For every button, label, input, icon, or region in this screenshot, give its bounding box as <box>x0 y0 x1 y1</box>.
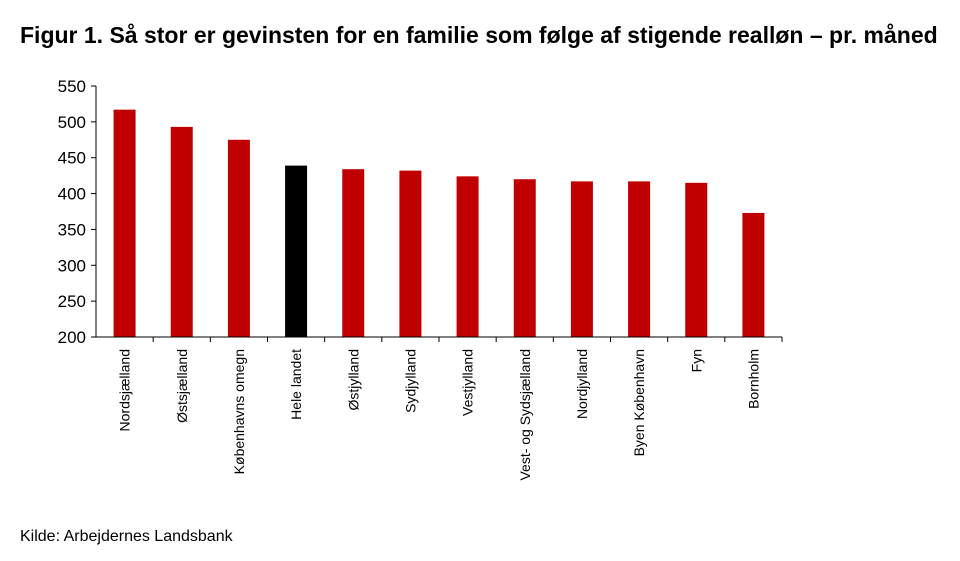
x-tick-label: Vestjylland <box>460 349 476 416</box>
source-note: Kilde: Arbejdernes Landsbank <box>20 528 233 545</box>
bar-bornholm <box>742 212 765 337</box>
bar-vest-og-sydsjælland <box>513 179 536 337</box>
y-axis-ticks: 200 250 300 350 400 450 500 550 <box>58 77 96 347</box>
x-tick-label: Bornholm <box>745 349 761 409</box>
x-tick-label: Østjylland <box>345 349 361 410</box>
y-tick-label: 350 <box>58 220 86 239</box>
bar-fyn <box>685 182 708 337</box>
y-tick-label: 450 <box>58 149 86 168</box>
x-tick-label: Østsjælland <box>174 349 190 423</box>
x-tick-label: Sydjylland <box>402 349 418 413</box>
y-tick-label: 550 <box>58 77 86 96</box>
y-tick-label: 250 <box>58 292 86 311</box>
y-tick-label: 200 <box>58 328 86 347</box>
bars-group <box>113 109 765 338</box>
y-tick-label: 300 <box>58 256 86 275</box>
bar-østsjælland <box>170 126 193 338</box>
x-tick-label: Byen København <box>631 349 647 456</box>
bar-nordjylland <box>570 181 593 337</box>
chart-title: Figur 1. Så stor er gevinsten for en fam… <box>20 22 938 48</box>
x-tick-label: Fyn <box>688 349 704 372</box>
bar-østjylland <box>342 169 365 337</box>
x-tick-label: Nordjylland <box>574 349 590 419</box>
x-axis-ticks: Nordsjælland Østsjælland Københavns omegn H… <box>117 337 783 481</box>
bar-sydjylland <box>399 170 422 337</box>
bar-nordsjælland <box>113 109 136 337</box>
bar-byen-københavn <box>628 181 651 337</box>
x-tick-label: Hele landet <box>288 349 304 420</box>
x-tick-label: Vest- og Sydsjælland <box>517 349 533 481</box>
y-tick-label: 500 <box>58 113 86 132</box>
y-tick-label: 400 <box>58 185 86 204</box>
bar-hele-landet <box>285 165 308 337</box>
bar-vestjylland <box>456 176 479 337</box>
x-tick-label: Nordsjælland <box>117 349 133 431</box>
bar-københavns-omegn <box>227 139 250 337</box>
x-tick-label: Københavns omegn <box>231 349 247 474</box>
